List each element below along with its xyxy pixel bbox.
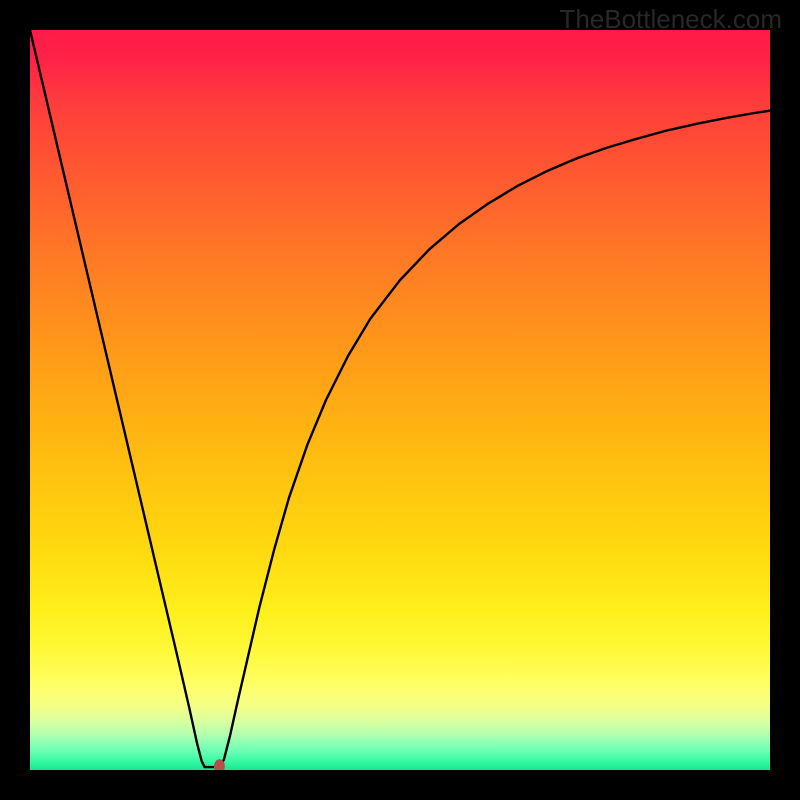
chart-container: { "watermark": "TheBottleneck.com", "cha…	[0, 0, 800, 800]
bottleneck-chart	[30, 30, 770, 770]
chart-background	[30, 30, 770, 770]
